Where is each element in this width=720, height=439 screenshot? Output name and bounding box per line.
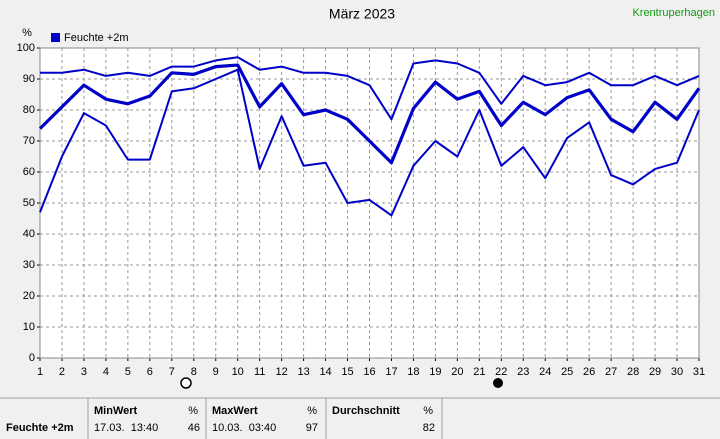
x-tick-label: 8 — [191, 366, 197, 378]
legend-swatch — [51, 33, 60, 42]
y-tick-label: 0 — [29, 352, 35, 364]
x-tick-label: 16 — [363, 366, 375, 378]
y-tick-label: 70 — [23, 135, 35, 147]
data-line — [38, 63, 701, 165]
x-tick-label: 14 — [319, 366, 331, 378]
table-header: MaxWert — [212, 405, 258, 417]
y-tick-label: 10 — [23, 321, 35, 333]
table — [0, 397, 720, 439]
moon-icon — [180, 377, 192, 389]
data-line — [40, 56, 700, 121]
y-tick-label: 30 — [23, 259, 35, 271]
table-unit: % — [423, 405, 433, 417]
x-tick-label: 6 — [147, 366, 153, 378]
x-tick-label: 20 — [451, 366, 463, 378]
x-tick-label: 30 — [671, 366, 683, 378]
y-tick-label: 80 — [23, 104, 35, 116]
x-tick-label: 9 — [213, 366, 219, 378]
x-tick-label: 22 — [495, 366, 507, 378]
table-value: 97 — [306, 422, 318, 434]
x-tick-label: 27 — [605, 366, 617, 378]
table-value: 82 — [423, 422, 435, 434]
x-tick-label: 23 — [517, 366, 529, 378]
x-tick-label: 1 — [37, 366, 43, 378]
x-tick-label: 3 — [81, 366, 87, 378]
moon-icon — [493, 378, 503, 388]
station: Krentruperhagen — [632, 7, 715, 19]
legend-label: Feuchte +2m — [64, 32, 129, 44]
x-tick-label: 18 — [407, 366, 419, 378]
table-header: MinWert — [94, 405, 138, 417]
table-time: 10.03. 03:40 — [212, 422, 276, 434]
x-tick-label: 24 — [539, 366, 551, 378]
x-tick-label: 5 — [125, 366, 131, 378]
x-tick-label: 12 — [276, 366, 288, 378]
y-tick-label: 20 — [23, 290, 35, 302]
x-tick-label: 17 — [385, 366, 397, 378]
table-unit: % — [307, 405, 317, 417]
y-unit: % — [22, 27, 32, 39]
table-unit: % — [188, 405, 198, 417]
x-tick-label: 11 — [254, 366, 265, 378]
y-tick-label: 40 — [23, 228, 35, 240]
table-time: 17.03. 13:40 — [94, 422, 158, 434]
x-tick-label: 26 — [583, 366, 595, 378]
x-tick-label: 10 — [232, 366, 244, 378]
table-value: 46 — [188, 422, 200, 434]
y-tick-label: 50 — [23, 197, 35, 209]
x-tick-label: 31 — [693, 366, 705, 378]
y-tick-label: 100 — [17, 42, 35, 54]
chart-title: März 2023 — [329, 6, 395, 22]
table-row-label: Feuchte +2m — [6, 422, 74, 434]
x-tick-label: 25 — [561, 366, 573, 378]
x-tick-label: 15 — [341, 366, 353, 378]
x-tick-label: 13 — [297, 366, 309, 378]
data-line — [39, 68, 700, 217]
x-tick-label: 2 — [59, 366, 65, 378]
table-header: Durchschnitt — [332, 405, 400, 417]
y-tick-label: 60 — [23, 166, 35, 178]
x-tick-label: 21 — [473, 366, 485, 378]
x-tick-label: 28 — [627, 366, 639, 378]
x-tick-label: 19 — [429, 366, 441, 378]
x-tick-label: 4 — [103, 366, 109, 378]
plot-frame — [39, 47, 700, 359]
x-tick-label: 29 — [649, 366, 661, 378]
x-tick-label: 7 — [169, 366, 175, 378]
y-tick-label: 90 — [23, 73, 35, 85]
